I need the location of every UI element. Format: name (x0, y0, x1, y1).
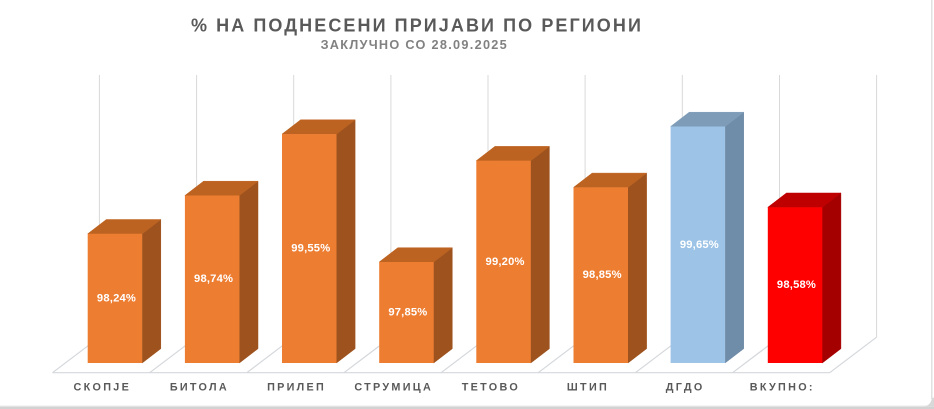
svg-text:99,55%: 99,55% (291, 243, 330, 255)
svg-text:99,20%: 99,20% (486, 256, 525, 268)
svg-text:98,24%: 98,24% (97, 292, 136, 304)
svg-text:ВКУПНО:: ВКУПНО: (750, 382, 815, 394)
svg-text:% НА ПОДНЕСЕНИ ПРИЈАВИ ПО РЕГИ: % НА ПОДНЕСЕНИ ПРИЈАВИ ПО РЕГИОНИ (191, 15, 643, 35)
svg-text:СТРУМИЦА: СТРУМИЦА (354, 382, 433, 394)
svg-text:99,65%: 99,65% (680, 239, 719, 251)
svg-text:ДГДО: ДГДО (666, 382, 705, 394)
svg-text:БИТОЛА: БИТОЛА (170, 382, 229, 394)
svg-text:98,58%: 98,58% (777, 279, 816, 291)
svg-text:ТЕТОВО: ТЕТОВО (462, 382, 520, 394)
svg-text:97,85%: 97,85% (388, 307, 427, 319)
svg-text:ПРИЛЕП: ПРИЛЕП (267, 382, 326, 394)
svg-text:ШТИП: ШТИП (567, 382, 609, 394)
svg-text:98,85%: 98,85% (583, 269, 622, 281)
svg-text:ЗАКЛУЧНО СО 28.09.2025: ЗАКЛУЧНО СО 28.09.2025 (321, 38, 508, 52)
svg-text:98,74%: 98,74% (194, 273, 233, 285)
svg-text:СКОПЈЕ: СКОПЈЕ (74, 382, 132, 394)
